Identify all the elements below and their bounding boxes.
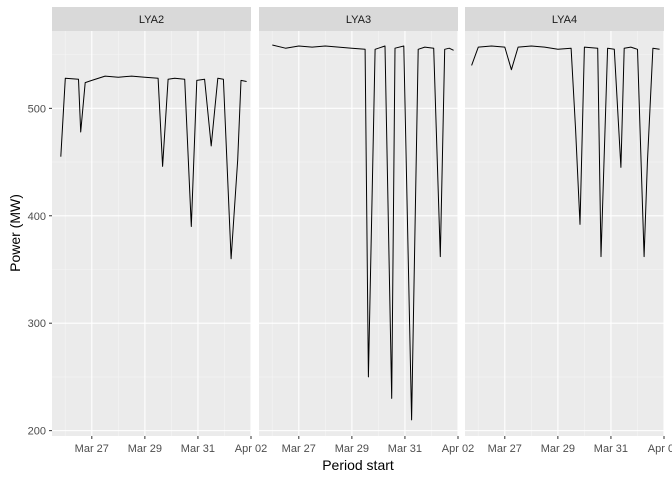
x-tick-label: Apr 02 (442, 443, 474, 455)
y-axis-title: Power (MW) (7, 194, 23, 272)
panel-background (259, 31, 458, 436)
x-tick-label: Mar 27 (75, 443, 109, 455)
y-tick-label: 400 (28, 211, 46, 223)
series-line-lya4 (471, 45, 660, 258)
panel-background (465, 31, 664, 436)
x-tick-label: Mar 29 (335, 443, 369, 455)
x-tick-label: Mar 29 (128, 443, 162, 455)
x-tick-label: Mar 27 (282, 443, 316, 455)
facet-strip-label: LYA4 (552, 14, 577, 26)
x-tick-label: Apr 02 (648, 443, 672, 455)
x-tick-label: Mar 31 (181, 443, 215, 455)
facet-panels: LYA2 LYA3 LYA4 (52, 7, 665, 436)
facet-strip-label: LYA2 (139, 14, 164, 26)
facet-panel-lya4: LYA4 (465, 7, 665, 436)
series-line-lya2 (60, 75, 247, 260)
y-tick-label: 500 (28, 103, 46, 115)
x-axis-title: Period start (322, 457, 394, 473)
x-tick-label: Mar 31 (388, 443, 422, 455)
y-tick-label: 300 (28, 318, 46, 330)
facet-strip (259, 7, 458, 31)
panel-background (52, 31, 251, 436)
facet-strip (52, 7, 251, 31)
y-tick-label: 200 (28, 426, 46, 438)
x-tick-label: Apr 02 (235, 443, 267, 455)
x-tick-label: Mar 27 (488, 443, 522, 455)
facet-strip (465, 7, 664, 31)
series-line-lya3 (272, 44, 454, 421)
facet-panel-lya3: LYA3 (259, 7, 459, 436)
y-axis-ticks: 200 300 400 500 (28, 103, 52, 438)
x-axis-ticks: Mar 27 Mar 29 Mar 31 Apr 02 Mar 27 Mar 29 Mar … (75, 436, 672, 455)
facet-strip-label: LYA3 (346, 14, 371, 26)
x-tick-label: Mar 31 (594, 443, 628, 455)
x-tick-label: Mar 29 (541, 443, 575, 455)
facet-panel-lya2: LYA2 (52, 7, 252, 436)
